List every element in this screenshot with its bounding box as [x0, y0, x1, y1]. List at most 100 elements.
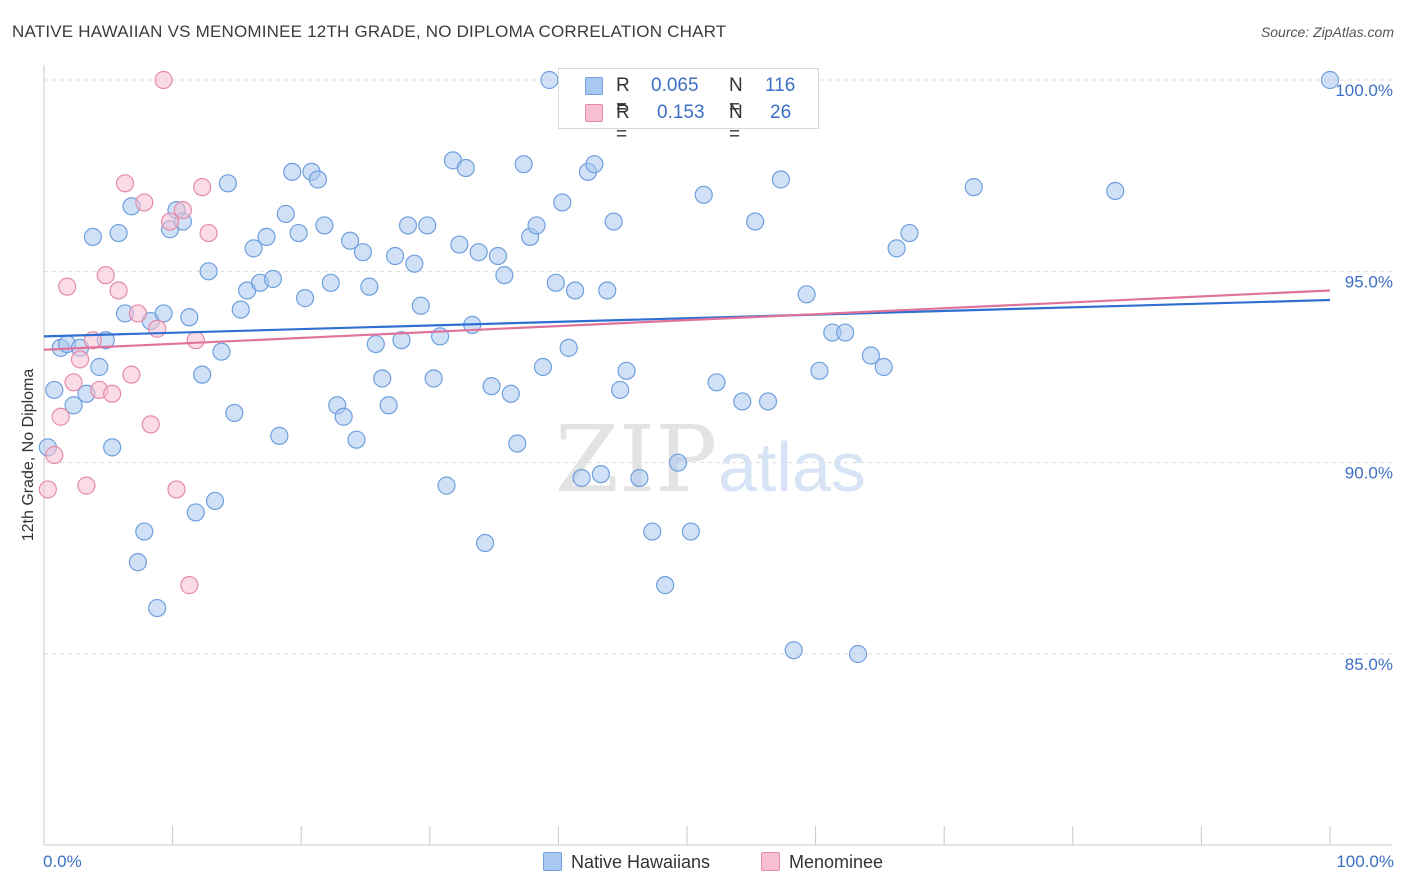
point-native-hawaiians: [353, 243, 373, 262]
point-menominee: [51, 407, 70, 426]
point-native-hawaiians: [418, 216, 437, 235]
point-native-hawaiians: [283, 162, 302, 181]
point-native-hawaiians: [540, 70, 559, 90]
y-tick-label: 100.0%: [1335, 81, 1393, 100]
point-menominee: [64, 373, 83, 392]
point-native-hawaiians: [527, 216, 546, 235]
trend-line-menominee: [43, 289, 1331, 351]
x-tick-label-min: 0.0%: [43, 852, 82, 871]
point-native-hawaiians: [398, 216, 418, 235]
point-menominee: [77, 476, 96, 495]
point-native-hawaiians: [617, 361, 636, 380]
point-native-hawaiians: [475, 533, 495, 553]
y-axis-label: 12th Grade, No Diploma: [20, 368, 37, 542]
point-menominee: [115, 174, 135, 193]
legend-item-native-hawaiians[interactable]: Native Hawaiians: [543, 852, 710, 873]
point-native-hawaiians: [810, 361, 829, 380]
legend-label: Native Hawaiians: [571, 852, 711, 872]
point-native-hawaiians: [385, 246, 405, 266]
y-tick-label: 90.0%: [1345, 464, 1393, 483]
y-tick-label: 85.0%: [1345, 655, 1393, 674]
legend-label: Menominee: [789, 852, 884, 872]
point-native-hawaiians: [469, 243, 488, 262]
r-label: R =: [616, 102, 630, 145]
point-menominee: [38, 480, 57, 499]
point-native-hawaiians: [199, 262, 218, 281]
x-tick-label-max: 100.0%: [1336, 852, 1394, 871]
series-menominee: [38, 70, 218, 595]
watermark-atlas: atlas: [718, 428, 866, 506]
point-native-hawaiians: [611, 380, 630, 400]
point-menominee: [193, 178, 212, 197]
point-native-hawaiians: [456, 158, 475, 178]
point-native-hawaiians: [771, 170, 790, 189]
point-native-hawaiians: [64, 396, 83, 415]
point-native-hawaiians: [334, 407, 353, 426]
point-menominee: [160, 212, 180, 231]
chart-title: NATIVE HAWAIIAN VS MENOMINEE 12TH GRADE,…: [12, 22, 727, 41]
point-native-hawaiians: [900, 223, 919, 243]
point-native-hawaiians: [874, 357, 893, 377]
point-native-hawaiians: [861, 346, 880, 365]
point-native-hawaiians: [495, 266, 514, 285]
point-native-hawaiians: [758, 392, 778, 411]
legend-item-menominee[interactable]: Menominee: [761, 852, 883, 873]
point-native-hawaiians: [205, 491, 225, 511]
point-native-hawaiians: [289, 223, 308, 243]
point-menominee: [109, 281, 128, 300]
point-native-hawaiians: [784, 641, 803, 660]
point-native-hawaiians: [103, 438, 122, 457]
point-native-hawaiians: [591, 465, 610, 484]
legend-swatch-pink: [585, 104, 603, 122]
point-native-hawaiians: [186, 503, 205, 522]
point-menominee: [154, 70, 173, 90]
point-native-hawaiians: [668, 453, 688, 472]
point-native-hawaiians: [270, 426, 289, 445]
point-native-hawaiians: [257, 227, 276, 246]
point-native-hawaiians: [218, 174, 237, 193]
point-native-hawaiians: [482, 377, 501, 396]
point-native-hawaiians: [1106, 181, 1125, 201]
point-native-hawaiians: [212, 342, 231, 361]
point-native-hawaiians: [347, 430, 366, 449]
n-label: N =: [729, 102, 743, 145]
point-native-hawaiians: [109, 223, 128, 243]
point-menominee: [122, 365, 141, 384]
point-native-hawaiians: [746, 212, 765, 231]
point-native-hawaiians: [1320, 70, 1340, 90]
r-value: 0.065: [651, 75, 699, 96]
point-menominee: [173, 201, 192, 220]
point-native-hawaiians: [366, 334, 385, 354]
point-native-hawaiians: [154, 304, 173, 323]
source-label: Source: ZipAtlas.com: [1260, 24, 1394, 40]
point-menominee: [135, 193, 154, 212]
n-value: 26: [770, 102, 792, 123]
point-native-hawaiians: [83, 227, 102, 246]
point-menominee: [180, 576, 199, 595]
point-native-hawaiians: [193, 365, 212, 384]
point-native-hawaiians: [681, 522, 700, 541]
point-native-hawaiians: [225, 403, 244, 423]
r-value: 0.153: [657, 102, 705, 123]
gridlines: [44, 79, 1392, 655]
point-native-hawaiians: [572, 468, 591, 488]
point-native-hawaiians: [90, 357, 109, 377]
point-native-hawaiians: [135, 522, 154, 541]
point-native-hawaiians: [340, 231, 360, 250]
legend-swatch-blue: [585, 77, 603, 95]
stats-legend: R = 0.065 N = 116 R = 0.153 N = 26: [558, 68, 819, 145]
point-native-hawaiians: [424, 369, 443, 388]
n-value: 116: [765, 75, 796, 96]
point-native-hawaiians: [585, 155, 604, 174]
watermark: ZIP atlas: [555, 406, 866, 513]
point-native-hawaiians: [244, 239, 263, 258]
n-label: N =: [729, 75, 743, 118]
point-native-hawaiians: [263, 269, 283, 289]
point-native-hawaiians: [694, 185, 713, 204]
point-menominee: [96, 266, 115, 285]
point-native-hawaiians: [148, 598, 167, 618]
point-native-hawaiians: [964, 178, 983, 197]
y-tick-labels: 85.0% 90.0% 95.0% 100.0%: [1335, 81, 1393, 674]
point-native-hawaiians: [392, 331, 411, 350]
point-native-hawaiians: [437, 476, 456, 495]
